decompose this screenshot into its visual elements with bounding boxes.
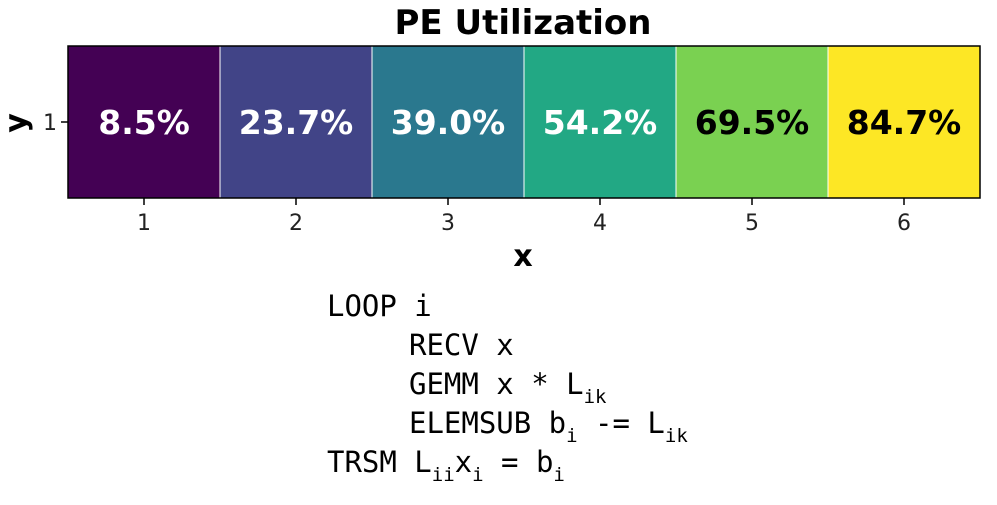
cell-value-label-5: 69.5%	[695, 103, 810, 142]
cell-value-label-1: 8.5%	[98, 103, 190, 142]
code-line: GEMM x * Lik	[327, 365, 688, 407]
code-token: LOOP i	[327, 289, 432, 323]
cell-value-label-4: 54.2%	[543, 103, 658, 142]
x-axis-ticks: 1 2 3 4 5 6	[137, 198, 911, 236]
cell-value-label-3: 39.0%	[391, 103, 506, 142]
chart-title: PE Utilization	[394, 3, 651, 43]
cell-value-label-2: 23.7%	[239, 103, 354, 142]
code-subscript: ik	[664, 425, 688, 447]
code-line: ELEMSUB bi -= Lik	[327, 404, 688, 446]
code-token: TRSM L	[327, 445, 432, 479]
cell-value-label-6: 84.7%	[847, 103, 962, 142]
heatmap-cell-2	[219, 45, 373, 199]
y-axis-label: y	[0, 113, 34, 133]
code-token: GEMM x * L	[409, 367, 584, 401]
code-line: LOOP i	[327, 287, 688, 326]
x-tick-label-1: 1	[137, 211, 151, 236]
x-tick-label-3: 3	[441, 211, 455, 236]
code-subscript: ii	[431, 464, 455, 486]
code-subscript: i	[566, 425, 578, 447]
x-tick-label-2: 2	[289, 211, 303, 236]
code-subscript: i	[553, 464, 565, 486]
heatmap-cell-4	[523, 45, 677, 199]
code-token: = b	[483, 445, 554, 479]
heatmap-cell-1	[67, 45, 221, 199]
code-token: x	[454, 445, 473, 479]
pseudocode-block: LOOP i RECV x GEMM x * Lik ELEMSUB bi -= Li…	[327, 287, 688, 485]
heatmap-cell-labels: 8.5% 23.7% 39.0% 54.2% 69.5% 84.7%	[98, 103, 961, 142]
code-line: TRSM Liixi = bi	[327, 443, 688, 485]
x-axis-label: x	[513, 239, 532, 274]
y-tick-label-1: 1	[43, 111, 57, 136]
x-tick-label-6: 6	[897, 211, 911, 236]
code-token: -= L	[577, 406, 665, 440]
x-tick-label-4: 4	[593, 211, 607, 236]
code-subscript: ik	[583, 386, 607, 408]
code-subscript: i	[472, 464, 484, 486]
heatmap-cell-6	[827, 45, 981, 199]
x-tick-label-5: 5	[745, 211, 759, 236]
code-line: RECV x	[327, 326, 688, 365]
heatmap-cell-5	[675, 45, 829, 199]
heatmap-cells	[67, 45, 981, 199]
pe-utilization-heatmap: PE Utilization 8.5% 23.7% 39.0% 54.2% 69.5% 8…	[0, 3, 981, 274]
code-token: ELEMSUB b	[409, 406, 567, 440]
code-token: RECV x	[409, 328, 514, 362]
y-axis-ticks: 1	[43, 111, 68, 136]
